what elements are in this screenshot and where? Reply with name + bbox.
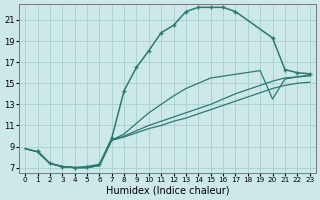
X-axis label: Humidex (Indice chaleur): Humidex (Indice chaleur) [106, 186, 229, 196]
